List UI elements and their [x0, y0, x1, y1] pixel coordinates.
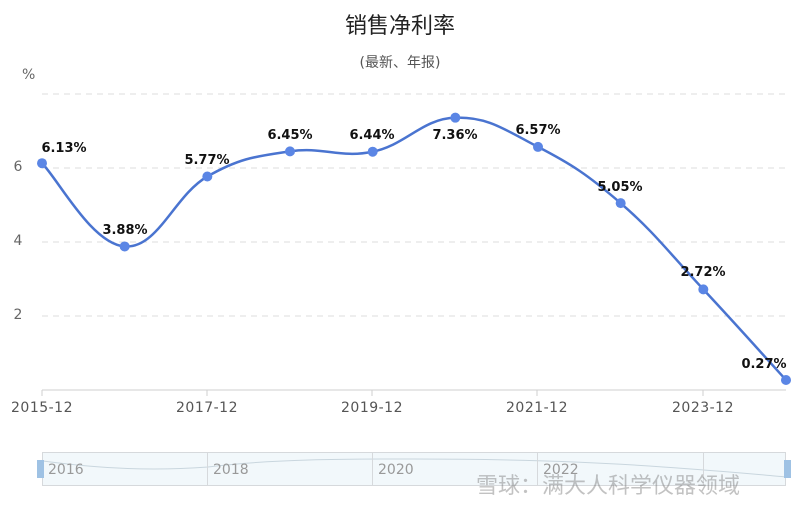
- data-point[interactable]: [285, 146, 295, 157]
- slider-right-handle[interactable]: [784, 460, 791, 478]
- y-axis-unit: %: [22, 67, 36, 83]
- x-tick-label: 2017-12: [176, 400, 238, 416]
- chart-title: 销售净利率: [344, 14, 455, 39]
- data-point[interactable]: [202, 171, 213, 182]
- grid-lines: [42, 93, 786, 317]
- slider-preview-line: [43, 458, 787, 478]
- data-point[interactable]: [119, 241, 130, 252]
- x-tick-label: 2023-12: [672, 400, 734, 416]
- slider-label: 2022: [543, 462, 579, 478]
- y-tick-label: 6: [13, 159, 23, 175]
- data-point[interactable]: [781, 375, 791, 386]
- slider-divider: [537, 452, 538, 486]
- data-label: 6.57%: [515, 123, 561, 138]
- y-tick-label: 4: [13, 233, 23, 249]
- chart-subtitle: (最新、年报): [359, 55, 441, 71]
- data-label: 5.77%: [184, 153, 230, 168]
- slider-divider: [372, 452, 373, 486]
- x-tick-label: 2021-12: [506, 400, 568, 416]
- data-label: 6.44%: [349, 128, 395, 143]
- watermark-text: 雪球：满大人科学仪器领域: [476, 474, 741, 499]
- slider-label: 2020: [378, 462, 414, 478]
- data-zoom-slider[interactable]: [42, 452, 787, 486]
- data-point[interactable]: [698, 284, 709, 295]
- data-label: 7.36%: [432, 128, 478, 143]
- y-tick-label: 2: [13, 307, 23, 323]
- slider-label: 2018: [213, 462, 249, 478]
- x-axis-ticks: [41, 390, 704, 396]
- data-label: 0.27%: [741, 357, 787, 372]
- slider-left-handle[interactable]: [37, 460, 44, 478]
- data-label: 2.72%: [680, 265, 726, 280]
- data-label: 3.88%: [102, 223, 148, 238]
- data-label: 5.05%: [597, 180, 643, 195]
- data-point[interactable]: [533, 141, 543, 152]
- slider-label: 2016: [48, 462, 84, 478]
- data-label: 6.45%: [267, 128, 313, 143]
- data-point[interactable]: [615, 198, 626, 209]
- x-tick-label: 2019-12: [341, 400, 403, 416]
- x-tick-label: 2015-12: [11, 400, 73, 416]
- data-label: 6.13%: [41, 141, 87, 156]
- data-points: [37, 112, 791, 386]
- series-line: [41, 116, 787, 381]
- data-point[interactable]: [450, 112, 461, 123]
- data-point[interactable]: [37, 158, 47, 169]
- slider-divider: [703, 452, 704, 486]
- slider-divider: [207, 452, 208, 486]
- data-point[interactable]: [367, 146, 378, 157]
